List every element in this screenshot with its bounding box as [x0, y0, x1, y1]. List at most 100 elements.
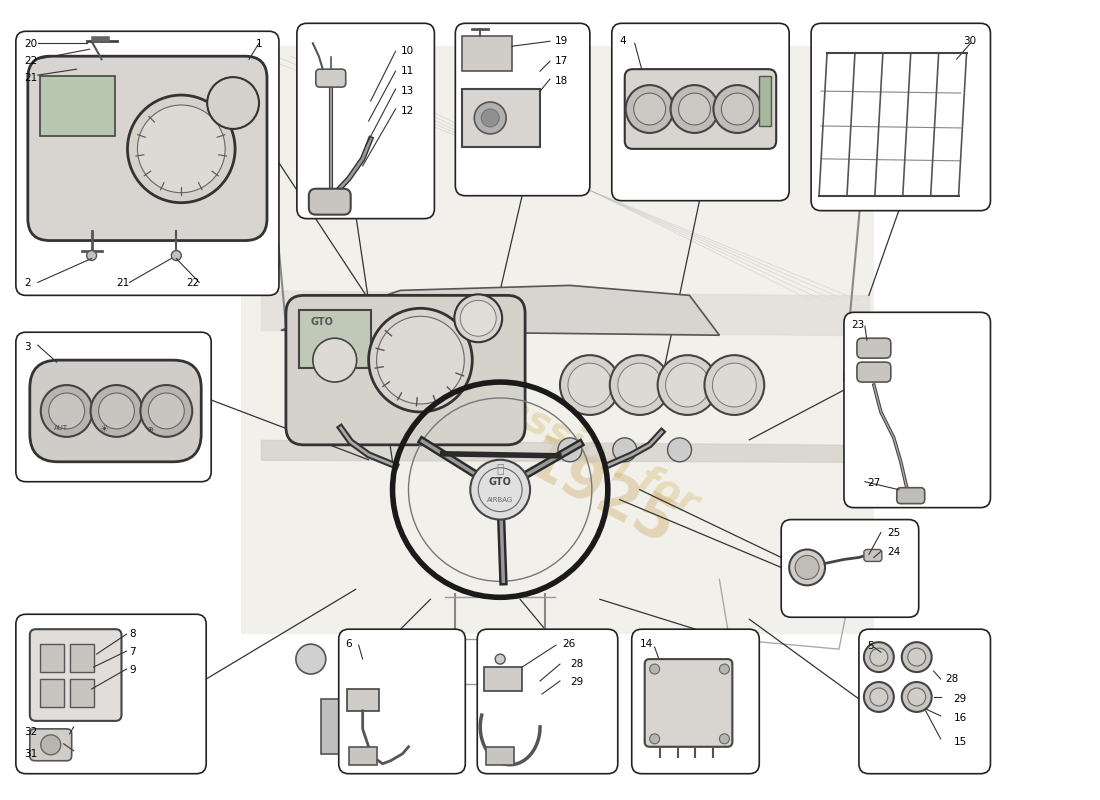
Circle shape: [908, 688, 926, 706]
Text: 𝒻: 𝒻: [496, 463, 504, 476]
FancyBboxPatch shape: [864, 550, 882, 562]
Text: 9: 9: [130, 665, 136, 675]
Text: 3: 3: [24, 342, 31, 352]
Circle shape: [148, 393, 185, 429]
FancyBboxPatch shape: [844, 312, 990, 508]
Text: 1: 1: [255, 39, 262, 50]
Text: 29: 29: [570, 677, 583, 687]
Text: 16: 16: [954, 713, 967, 723]
Bar: [69, 644, 94, 672]
Circle shape: [714, 85, 761, 133]
Circle shape: [613, 438, 637, 462]
Circle shape: [795, 555, 820, 579]
FancyBboxPatch shape: [316, 69, 345, 87]
FancyBboxPatch shape: [781, 519, 918, 618]
Circle shape: [789, 550, 825, 586]
Text: 13: 13: [400, 86, 414, 96]
FancyBboxPatch shape: [645, 659, 733, 746]
Bar: [40, 644, 64, 672]
Bar: [69, 679, 94, 707]
Circle shape: [312, 338, 356, 382]
Text: ☀: ☀: [100, 424, 108, 434]
Circle shape: [560, 355, 619, 415]
Circle shape: [471, 460, 530, 519]
Circle shape: [870, 688, 888, 706]
Circle shape: [141, 385, 192, 437]
Text: 26: 26: [562, 639, 575, 649]
Circle shape: [495, 654, 505, 664]
FancyBboxPatch shape: [625, 69, 777, 149]
Bar: [321, 699, 351, 754]
Bar: [462, 89, 540, 147]
Circle shape: [368, 308, 472, 412]
Circle shape: [719, 734, 729, 744]
Bar: [40, 76, 114, 136]
Text: 22: 22: [24, 56, 37, 66]
FancyBboxPatch shape: [15, 614, 206, 774]
Bar: [416, 699, 446, 754]
Text: 22: 22: [186, 278, 199, 289]
Text: 21: 21: [24, 73, 37, 83]
Circle shape: [908, 648, 926, 666]
Circle shape: [454, 294, 503, 342]
FancyBboxPatch shape: [339, 630, 465, 774]
Text: 6: 6: [345, 639, 352, 649]
Bar: [371, 699, 400, 754]
FancyBboxPatch shape: [15, 31, 279, 295]
FancyBboxPatch shape: [477, 630, 618, 774]
FancyBboxPatch shape: [811, 23, 990, 210]
Text: AUT: AUT: [54, 425, 68, 431]
Text: 12: 12: [400, 106, 414, 116]
Circle shape: [48, 393, 85, 429]
Circle shape: [87, 250, 97, 261]
Text: GTO: GTO: [311, 318, 333, 327]
Circle shape: [713, 363, 757, 407]
Text: 23: 23: [851, 320, 865, 330]
Circle shape: [296, 644, 326, 674]
Bar: [299, 310, 371, 368]
FancyBboxPatch shape: [455, 23, 590, 196]
Bar: [462, 36, 513, 71]
FancyBboxPatch shape: [631, 630, 759, 774]
Circle shape: [376, 316, 464, 404]
Circle shape: [128, 95, 235, 202]
Text: 8: 8: [130, 630, 136, 639]
Circle shape: [90, 385, 142, 437]
Text: 2: 2: [24, 278, 31, 289]
Text: 1925: 1925: [515, 431, 685, 558]
FancyBboxPatch shape: [857, 362, 891, 382]
Circle shape: [722, 93, 754, 125]
Circle shape: [668, 438, 692, 462]
Circle shape: [666, 363, 710, 407]
Circle shape: [558, 438, 582, 462]
Circle shape: [481, 109, 499, 127]
Circle shape: [478, 468, 522, 512]
Bar: [484, 667, 522, 691]
Circle shape: [172, 250, 182, 261]
Circle shape: [719, 664, 729, 674]
Text: 14: 14: [640, 639, 653, 649]
Circle shape: [902, 642, 932, 672]
FancyBboxPatch shape: [15, 332, 211, 482]
Circle shape: [626, 85, 673, 133]
FancyBboxPatch shape: [28, 56, 267, 241]
Text: 29: 29: [954, 694, 967, 704]
Circle shape: [634, 93, 665, 125]
Text: 18: 18: [556, 76, 569, 86]
Text: 15: 15: [954, 737, 967, 747]
FancyBboxPatch shape: [309, 189, 351, 214]
Circle shape: [609, 355, 670, 415]
Circle shape: [679, 93, 711, 125]
Text: 10: 10: [400, 46, 414, 56]
Text: AIRBAG: AIRBAG: [487, 497, 514, 502]
FancyBboxPatch shape: [297, 23, 434, 218]
Bar: [346, 689, 378, 711]
Circle shape: [658, 355, 717, 415]
Text: 27: 27: [867, 478, 880, 488]
Circle shape: [864, 642, 894, 672]
Text: 20: 20: [24, 39, 37, 50]
Bar: [241, 46, 873, 634]
Circle shape: [902, 682, 932, 712]
Text: ⊕: ⊕: [146, 425, 153, 434]
Circle shape: [99, 393, 134, 429]
